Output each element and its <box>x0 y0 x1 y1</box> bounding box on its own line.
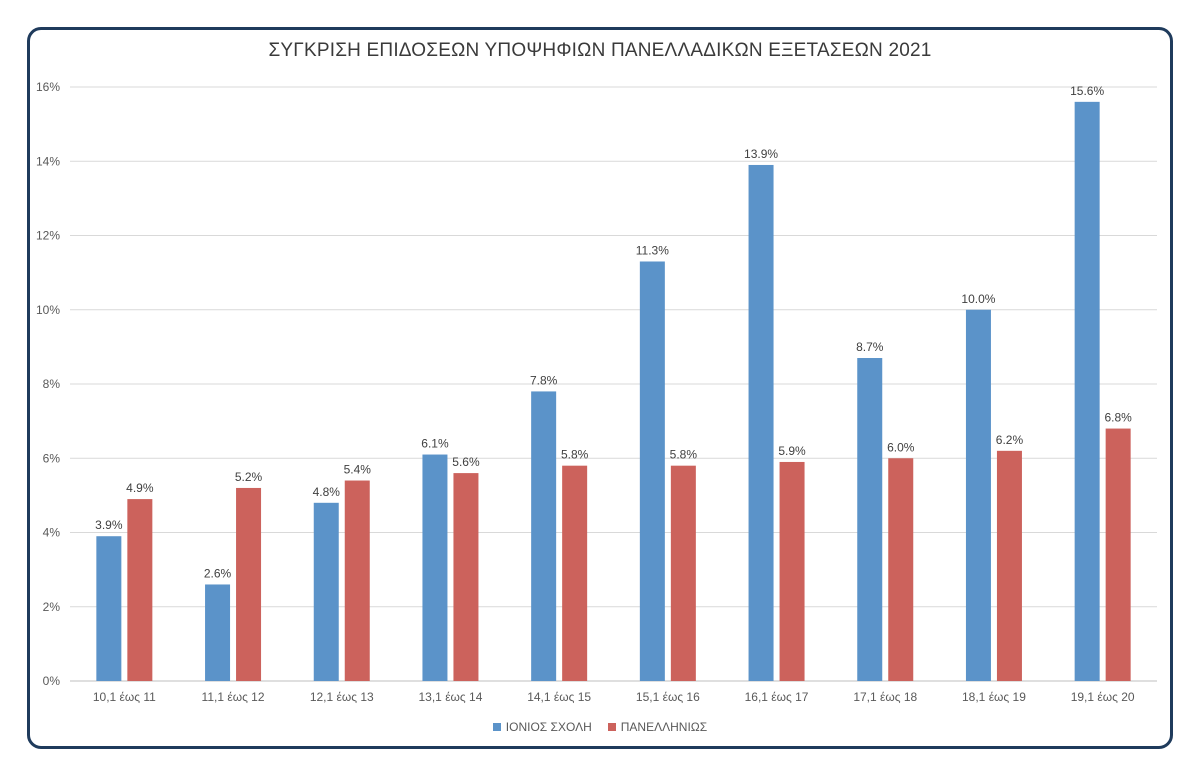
y-tick-label: 10% <box>36 303 60 317</box>
data-label: 8.7% <box>856 340 884 354</box>
bar <box>236 487 262 681</box>
legend: ΙΟΝΙΟΣ ΣΧΟΛΗ ΠΑΝΕΛΛΗΝΙΩΣ <box>0 720 1200 734</box>
y-tick-label: 16% <box>36 80 60 94</box>
data-label: 4.9% <box>126 481 154 495</box>
bar <box>344 480 370 681</box>
bar <box>748 164 774 681</box>
chart-title: ΣΥΓΚΡΙΣΗ ΕΠΙΔΟΣΕΩΝ ΥΠΟΨΗΦΙΩΝ ΠΑΝΕΛΛΑΔΙΚΩ… <box>268 40 932 61</box>
bar <box>639 261 665 681</box>
data-label: 6.1% <box>421 437 449 451</box>
x-tick-label: 13,1 έως 14 <box>419 690 483 704</box>
y-tick-label: 8% <box>43 377 61 391</box>
y-tick-label: 12% <box>36 229 60 243</box>
data-label: 3.9% <box>95 518 123 532</box>
legend-label-ionios: ΙΟΝΙΟΣ ΣΧΟΛΗ <box>505 720 592 734</box>
bar <box>857 358 883 681</box>
y-tick-label: 14% <box>36 154 60 168</box>
legend-item-panellinios: ΠΑΝΕΛΛΗΝΙΩΣ <box>607 720 708 734</box>
data-label: 5.4% <box>344 463 372 477</box>
bar <box>453 473 479 681</box>
bar <box>888 458 914 681</box>
legend-label-panellinios: ΠΑΝΕΛΛΗΝΙΩΣ <box>620 720 708 734</box>
data-label: 4.8% <box>313 485 341 499</box>
y-tick-label: 2% <box>43 600 61 614</box>
x-tick-label: 16,1 έως 17 <box>745 690 809 704</box>
x-tick-label: 18,1 έως 19 <box>962 690 1026 704</box>
x-tick-label: 15,1 έως 16 <box>636 690 700 704</box>
x-tick-label: 19,1 έως 20 <box>1071 690 1135 704</box>
data-label: 10.0% <box>961 292 995 306</box>
bar <box>562 465 588 681</box>
bar <box>313 502 339 681</box>
x-tick-label: 14,1 έως 15 <box>527 690 591 704</box>
data-label: 2.6% <box>204 566 232 580</box>
bar <box>996 450 1022 681</box>
data-label: 5.8% <box>561 448 589 462</box>
bar <box>1074 101 1100 682</box>
bar <box>965 309 991 681</box>
data-label: 5.8% <box>670 448 698 462</box>
x-tick-label: 17,1 έως 18 <box>853 690 917 704</box>
data-label: 6.8% <box>1104 411 1132 425</box>
data-label: 6.2% <box>996 433 1024 447</box>
y-tick-label: 4% <box>43 526 61 540</box>
data-label: 15.6% <box>1070 84 1104 98</box>
bar <box>1105 428 1131 681</box>
bar <box>422 454 448 681</box>
data-label: 5.9% <box>778 444 806 458</box>
legend-swatch-panellinios <box>607 723 616 731</box>
x-tick-label: 12,1 έως 13 <box>310 690 374 704</box>
data-label: 7.8% <box>530 373 558 387</box>
data-label: 13.9% <box>744 147 778 161</box>
data-label: 5.2% <box>235 470 263 484</box>
bar <box>96 536 122 681</box>
bar <box>670 465 696 681</box>
bar <box>205 584 231 681</box>
y-tick-label: 0% <box>43 674 61 688</box>
x-tick-label: 10,1 έως 11 <box>93 690 156 704</box>
bar <box>531 391 557 681</box>
data-label: 11.3% <box>636 243 669 257</box>
legend-swatch-ionios <box>492 723 501 731</box>
data-label: 5.6% <box>452 455 480 469</box>
data-label: 6.0% <box>887 440 915 454</box>
legend-item-ionios: ΙΟΝΙΟΣ ΣΧΟΛΗ <box>492 720 592 734</box>
x-tick-label: 11,1 έως 12 <box>202 690 265 704</box>
y-tick-label: 6% <box>43 451 61 465</box>
bar <box>127 499 153 681</box>
bar <box>779 461 805 681</box>
